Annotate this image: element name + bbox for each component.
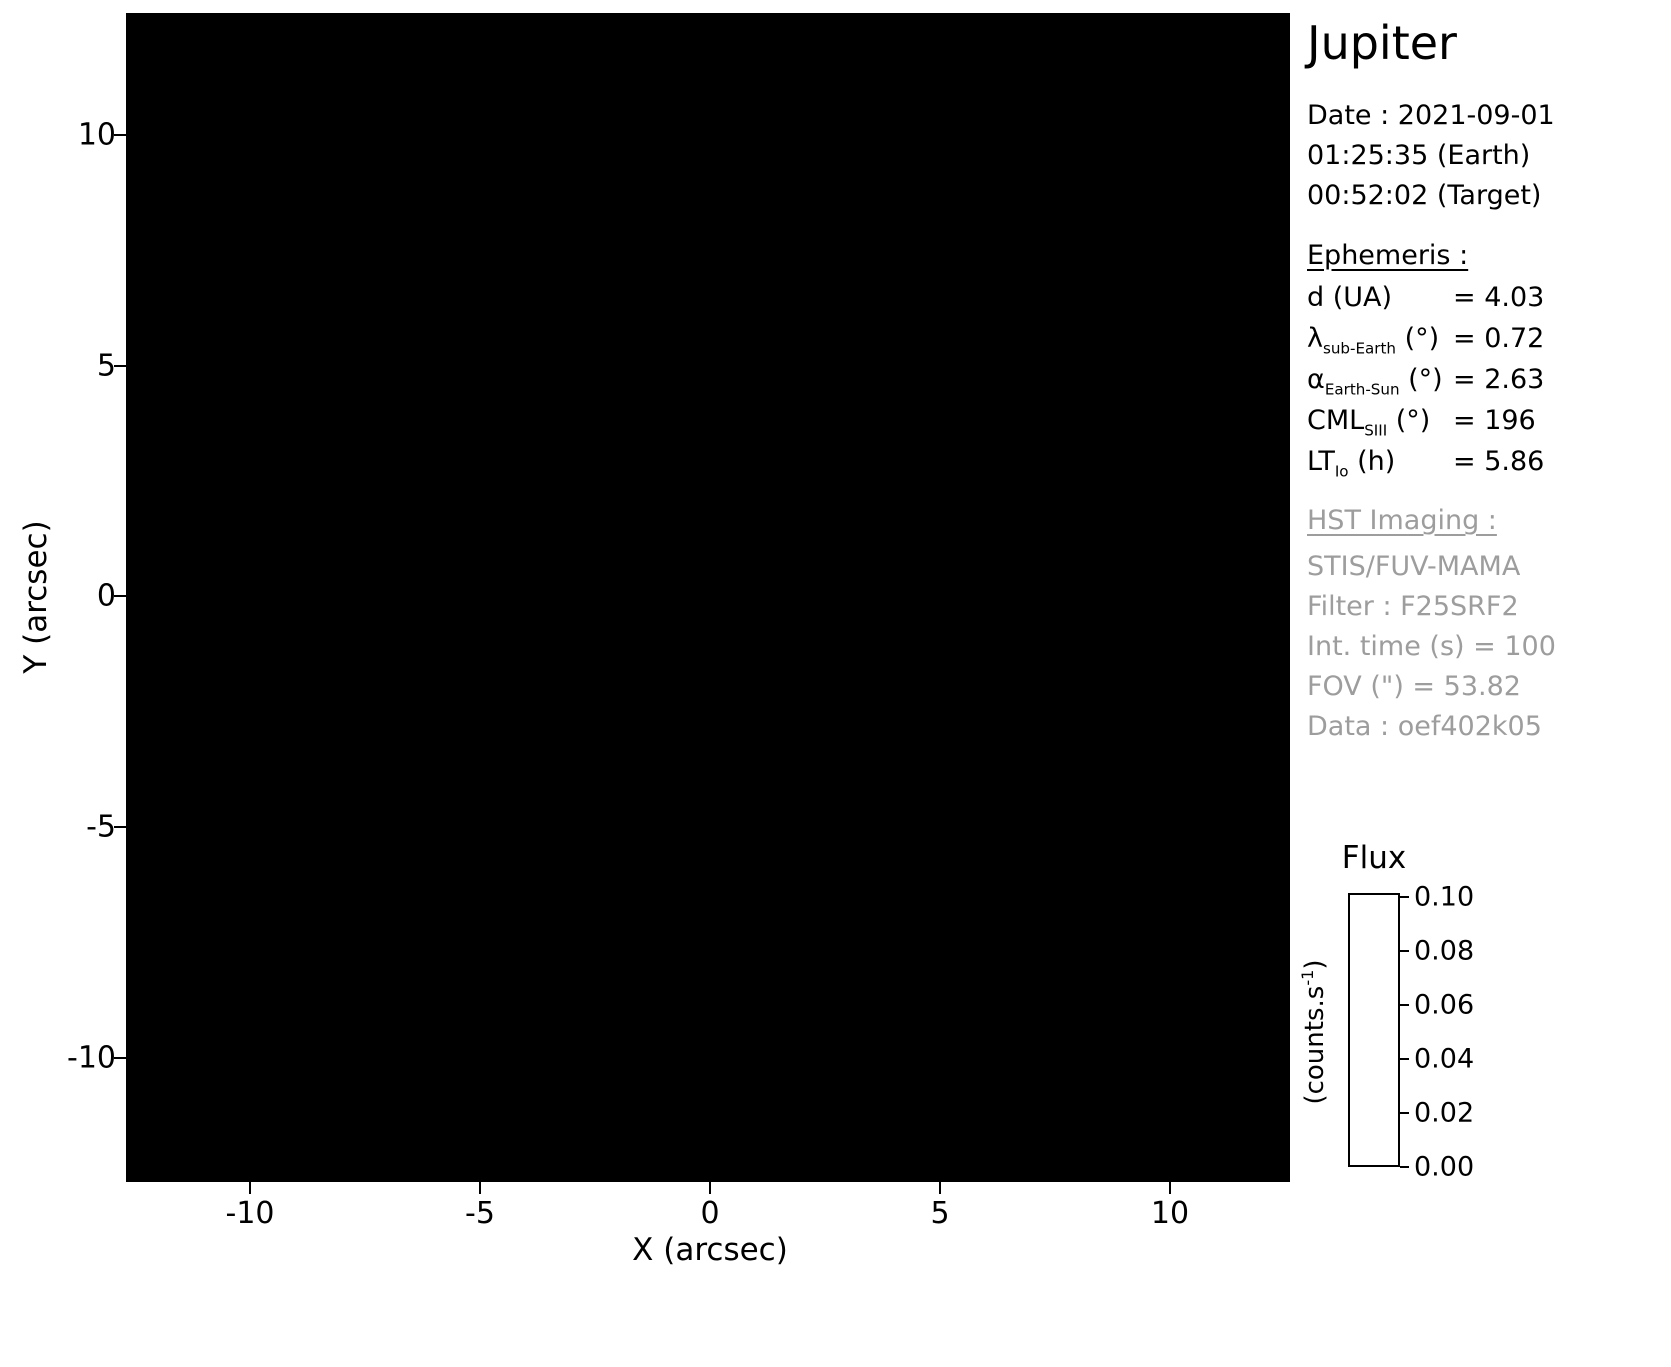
- colorbar-tick-mark: [1400, 1166, 1409, 1168]
- y-tick-mark: [114, 1057, 126, 1059]
- observation-time-earth: 01:25:35 (Earth): [1307, 140, 1531, 171]
- x-tick-mark: [1169, 1182, 1171, 1194]
- plot-area: [126, 13, 1290, 1182]
- y-tick-mark: [114, 826, 126, 828]
- ephemeris-sub: Earth-Sun: [1324, 380, 1400, 399]
- x-tick-label: -10: [225, 1196, 275, 1231]
- ephemeris-name: LT: [1307, 446, 1335, 477]
- x-tick-mark: [249, 1182, 251, 1194]
- hst-line-fov: FOV (") = 53.82: [1307, 671, 1521, 702]
- hst-line-filter: Filter : F25SRF2: [1307, 591, 1519, 622]
- ephemeris-unit: (°): [1399, 364, 1443, 395]
- ephemeris-name: λ: [1307, 323, 1323, 354]
- observation-time-target: 00:52:02 (Target): [1307, 180, 1542, 211]
- colorbar-tick-mark: [1400, 1004, 1409, 1006]
- hst-line-int-time: Int. time (s) = 100: [1307, 631, 1556, 662]
- colorbar-tick-mark: [1400, 896, 1409, 898]
- x-tick-mark: [939, 1182, 941, 1194]
- x-axis-label: X (arcsec): [632, 1232, 788, 1268]
- colorbar-tick-mark: [1400, 1058, 1409, 1060]
- colorbar-tick-label: 0.02: [1414, 1097, 1475, 1129]
- ephemeris-table: d (UA) = 4.03 λsub-Earth (°) = 0.72 αEar…: [1307, 282, 1544, 487]
- ephemeris-value: = 0.72: [1453, 323, 1545, 354]
- colorbar-tick-label: 0.06: [1414, 989, 1475, 1021]
- hst-imaging-details: STIS/FUV-MAMA Filter : F25SRF2 Int. time…: [1307, 547, 1556, 747]
- ephemeris-name: d (UA): [1307, 282, 1393, 313]
- y-tick-mark: [114, 365, 126, 367]
- observation-date: Date : 2021-09-01: [1307, 100, 1555, 131]
- ephemeris-row: αEarth-Sun (°) = 2.63: [1307, 364, 1544, 405]
- ephemeris-unit: (h): [1348, 446, 1396, 477]
- ephemeris-unit: (°): [1387, 405, 1431, 436]
- y-tick-mark: [114, 134, 126, 136]
- x-tick-label: 10: [1150, 1196, 1190, 1231]
- colorbar-tick-mark: [1400, 1112, 1409, 1114]
- colorbar-tick-mark: [1400, 950, 1409, 952]
- colorbar-unit-label: (counts.s-1): [1298, 959, 1330, 1105]
- ephemeris-row: d (UA) = 4.03: [1307, 282, 1544, 323]
- observation-times: Date : 2021-09-01 01:25:35 (Earth) 00:52…: [1307, 96, 1555, 216]
- ephemeris-sub: sub-Earth: [1322, 339, 1396, 358]
- ephemeris-row: CMLSIII (°) = 196: [1307, 405, 1544, 446]
- colorbar-tick-label: 0.10: [1414, 881, 1475, 913]
- x-tick-label: -5: [465, 1196, 495, 1231]
- hst-imaging-heading: HST Imaging :: [1307, 505, 1497, 536]
- colorbar-canvas: [1348, 893, 1400, 1167]
- x-tick-mark: [709, 1182, 711, 1194]
- y-tick-label: 5: [96, 348, 116, 384]
- colorbar-tick-label: 0.04: [1414, 1043, 1475, 1075]
- y-tick-label: -5: [86, 809, 116, 845]
- x-tick-label: 5: [930, 1196, 950, 1231]
- colorbar-tick-label: 0.08: [1414, 935, 1475, 967]
- colorbar-title: Flux: [1341, 840, 1407, 876]
- colorbar-tick-label: 0.00: [1414, 1151, 1475, 1183]
- y-axis-label: Y (arcsec): [18, 520, 54, 674]
- y-tick-label: 0: [96, 578, 116, 614]
- y-tick-label: -10: [67, 1040, 116, 1076]
- ephemeris-name: α: [1307, 364, 1325, 395]
- ephemeris-unit: (°): [1396, 323, 1440, 354]
- ephemeris-value: = 4.03: [1453, 282, 1545, 313]
- ephemeris-value: = 5.86: [1453, 446, 1545, 477]
- ephemeris-name: CML: [1307, 405, 1365, 436]
- x-tick-mark: [479, 1182, 481, 1194]
- x-tick-label: 0: [700, 1196, 720, 1231]
- sky-canvas: [128, 15, 1288, 1180]
- y-tick-mark: [114, 595, 126, 597]
- ephemeris-value: = 2.63: [1453, 364, 1545, 395]
- hst-line-instrument: STIS/FUV-MAMA: [1307, 551, 1521, 582]
- ephemeris-heading: Ephemeris :: [1307, 240, 1469, 271]
- y-tick-label: 10: [77, 117, 116, 153]
- ephemeris-row: LTIo (h) = 5.86: [1307, 446, 1544, 487]
- ephemeris-value: = 196: [1453, 405, 1536, 436]
- page-title: Jupiter: [1307, 16, 1457, 70]
- ephemeris-sub: SIII: [1364, 421, 1388, 440]
- ephemeris-sub: Io: [1334, 462, 1349, 481]
- ephemeris-row: λsub-Earth (°) = 0.72: [1307, 323, 1544, 364]
- hst-line-data-id: Data : oef402k05: [1307, 711, 1542, 742]
